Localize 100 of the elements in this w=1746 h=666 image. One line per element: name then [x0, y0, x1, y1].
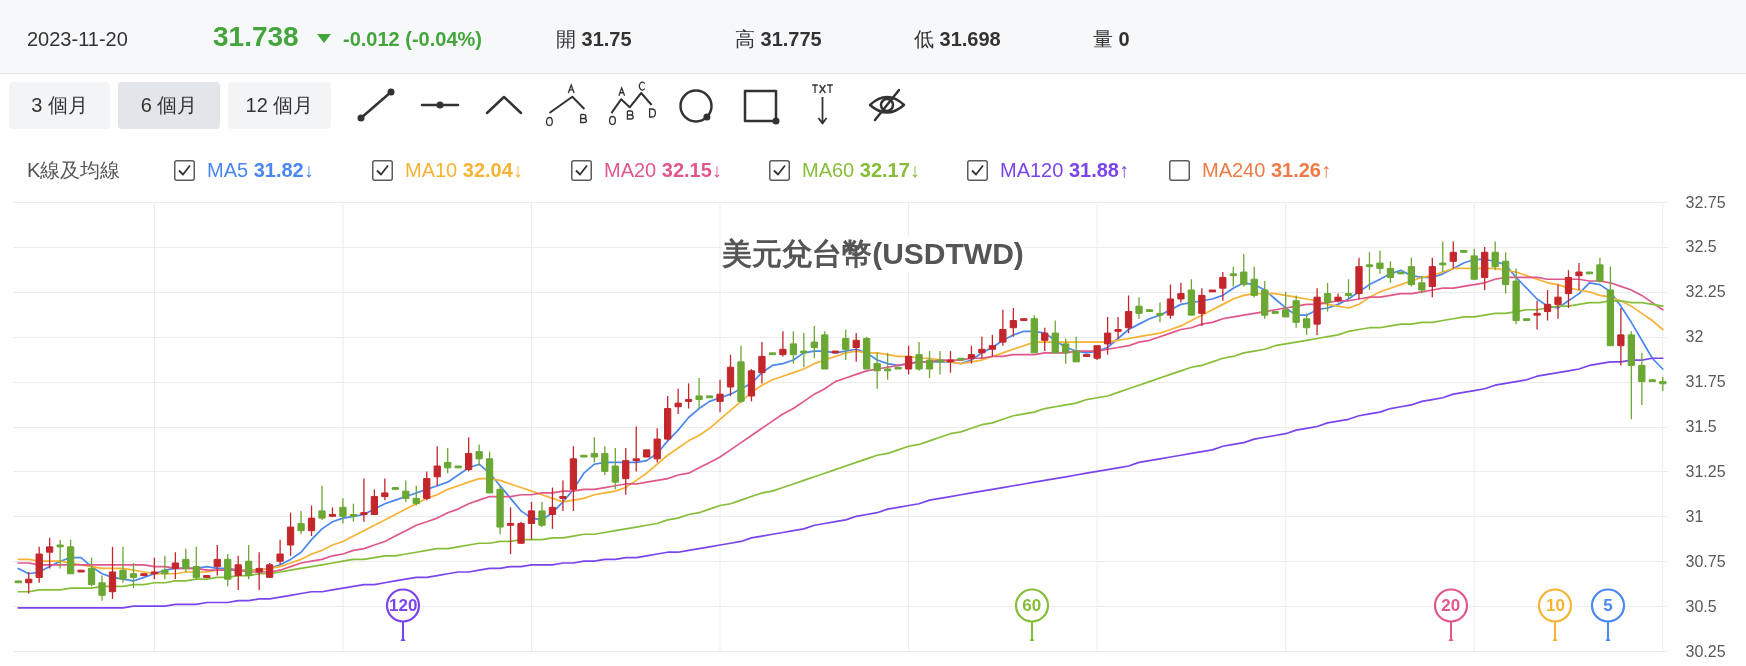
candlestick	[695, 377, 703, 410]
y-tick-label: 31	[1685, 507, 1704, 525]
y-tick-label: 31.5	[1685, 418, 1717, 435]
text: MA5 31.82↓	[207, 159, 314, 181]
candlestick	[318, 485, 326, 521]
candlestick	[936, 350, 944, 376]
candlestick	[538, 501, 546, 528]
candlestick	[946, 350, 955, 374]
candlestick	[56, 539, 64, 570]
candlestick	[779, 330, 787, 358]
candlestick	[1554, 283, 1562, 320]
candlestick	[800, 332, 808, 368]
candlestick	[1198, 287, 1206, 327]
annotation: 10	[1546, 594, 1565, 617]
candlestick	[1323, 282, 1332, 313]
candlestick	[873, 352, 881, 390]
candlestick	[1575, 262, 1583, 291]
candlestick	[1250, 266, 1258, 298]
line-series	[17, 357, 1664, 609]
candlestick	[1596, 257, 1604, 284]
candlestick	[1292, 294, 1300, 329]
candlestick	[1344, 278, 1353, 300]
legend-title: K線及均線	[27, 158, 121, 182]
candlestick	[182, 547, 190, 573]
y-tick-label: 32	[1685, 328, 1704, 346]
candlestick	[255, 551, 263, 591]
y-tick-label: 30.25	[1685, 642, 1726, 660]
candlestick	[1491, 240, 1499, 271]
candlestick	[475, 443, 483, 467]
candlestick	[559, 479, 567, 512]
candlestick	[1449, 240, 1457, 270]
candlestick	[789, 330, 798, 365]
text: 高 31.775	[735, 28, 822, 50]
candlestick	[286, 512, 295, 557]
candlestick	[611, 447, 619, 491]
candlestick	[1302, 312, 1311, 336]
y-tick-label: 30.75	[1685, 552, 1726, 570]
candlestick	[381, 477, 389, 501]
y-tick-label: 31.25	[1685, 462, 1726, 480]
candlestick	[360, 477, 368, 523]
candlestick	[245, 544, 253, 580]
text: 31.738	[213, 20, 299, 54]
y-tick-label: 32.25	[1685, 283, 1726, 301]
annotation: 5	[1603, 594, 1613, 617]
y-tick-label: 32.5	[1685, 238, 1717, 256]
candlestick	[622, 447, 630, 496]
candlestick	[1282, 291, 1290, 318]
text: 開 31.75	[556, 28, 632, 50]
candlestick	[915, 341, 923, 372]
candlestick	[842, 328, 850, 361]
candlestick	[35, 546, 43, 584]
candlestick	[370, 488, 379, 516]
candlestick	[1135, 296, 1143, 320]
text: MA10 32.04↓	[405, 159, 523, 181]
text: 低 31.698	[914, 28, 1001, 50]
candlestick	[444, 447, 452, 474]
candlestick	[1072, 336, 1080, 363]
candlestick	[1240, 253, 1248, 288]
candlestick	[213, 544, 221, 577]
candlestick	[925, 350, 934, 379]
text: 美元兌台幣(USDTWD)	[722, 236, 1024, 272]
candlestick	[506, 506, 515, 555]
candlestick	[653, 427, 661, 464]
candlestick	[988, 334, 997, 358]
candlestick	[517, 521, 525, 544]
candlestick	[1219, 271, 1227, 302]
candlestick	[433, 445, 441, 487]
candlestick	[1543, 289, 1552, 322]
annotation: 60	[1022, 594, 1042, 617]
candlestick	[978, 336, 986, 359]
candlestick	[119, 546, 127, 584]
candlestick	[1428, 257, 1436, 298]
candlestick	[548, 486, 557, 530]
candlestick	[1470, 248, 1478, 280]
candlestick	[1376, 249, 1384, 275]
candlestick	[465, 436, 473, 473]
candlestick	[1114, 316, 1122, 340]
candlestick	[87, 556, 96, 587]
y-tick-label: 31.75	[1685, 373, 1726, 391]
text: 6 個月	[118, 82, 220, 129]
text: MA120 31.88↑	[1000, 159, 1129, 181]
candlestick	[307, 504, 316, 537]
candlestick	[1166, 283, 1175, 320]
candlestick	[339, 497, 347, 525]
candlestick	[276, 539, 284, 566]
candlestick	[224, 553, 232, 587]
candlestick	[1103, 316, 1112, 356]
candlestick	[527, 501, 536, 541]
candlestick	[684, 382, 693, 410]
candlestick	[171, 551, 179, 580]
candlestick	[46, 537, 54, 570]
text: MA240 31.26↑	[1202, 159, 1331, 181]
y-tick-label: 30.5	[1685, 597, 1717, 615]
candlestick	[1638, 352, 1646, 406]
candlestick	[1156, 301, 1164, 323]
candlestick	[1365, 251, 1374, 291]
candlestick	[1051, 319, 1059, 354]
candlestick	[1009, 307, 1017, 338]
candlestick	[1124, 294, 1133, 334]
candlestick	[601, 445, 609, 476]
